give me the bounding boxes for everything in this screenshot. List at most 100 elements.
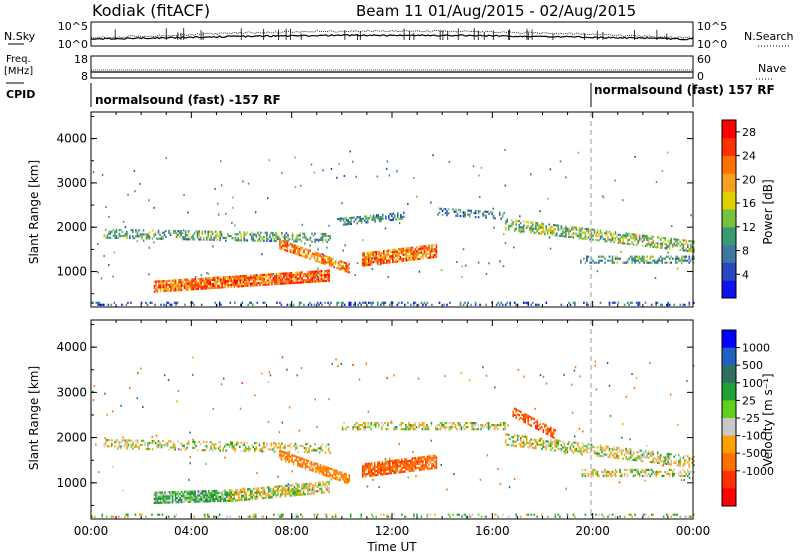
echo-cell bbox=[171, 491, 174, 494]
echo-cell bbox=[357, 303, 359, 306]
echo-cell bbox=[574, 441, 576, 444]
echo-cell bbox=[530, 418, 533, 421]
echo-cell bbox=[250, 498, 252, 501]
echo-cell bbox=[212, 491, 214, 495]
echo-cell bbox=[435, 458, 438, 461]
echo-cell bbox=[169, 440, 172, 443]
echo-cell bbox=[178, 230, 181, 233]
echo-cell bbox=[206, 496, 208, 499]
echo-cell bbox=[378, 463, 381, 466]
echo-cell bbox=[100, 277, 103, 280]
echo-cell bbox=[184, 232, 187, 235]
echo-cell bbox=[220, 160, 222, 163]
echo-cell bbox=[171, 497, 174, 500]
echo-cell bbox=[608, 470, 611, 473]
echo-cell bbox=[598, 474, 600, 478]
echo-cell bbox=[571, 226, 573, 229]
echo-cell bbox=[637, 303, 639, 306]
echo-cell bbox=[302, 275, 305, 278]
echo-cell bbox=[598, 259, 600, 262]
echo-cell bbox=[288, 406, 291, 409]
echo-cell bbox=[662, 474, 665, 478]
echo-cell bbox=[272, 487, 275, 491]
echo-cell bbox=[199, 442, 202, 446]
echo-cell bbox=[512, 444, 514, 447]
echo-cell bbox=[650, 255, 653, 258]
echo-cell bbox=[354, 218, 357, 221]
echo-cell bbox=[114, 234, 116, 237]
echo-cell bbox=[434, 456, 436, 459]
echo-cell bbox=[599, 235, 602, 238]
echo-cell bbox=[212, 408, 214, 410]
echo-cell bbox=[229, 495, 231, 499]
echo-cell bbox=[177, 495, 180, 498]
echo-cell bbox=[497, 301, 499, 304]
echo-cell bbox=[357, 220, 360, 223]
echo-cell bbox=[659, 454, 662, 457]
echo-cell bbox=[224, 499, 226, 502]
echo-cell bbox=[536, 224, 539, 227]
echo-cell bbox=[386, 160, 389, 163]
echo-cell bbox=[286, 280, 288, 283]
echo-cell bbox=[188, 478, 190, 481]
echo-cell bbox=[444, 212, 447, 215]
freq-scale-top: 18 bbox=[74, 53, 88, 66]
echo-cell bbox=[294, 246, 296, 249]
echo-cell bbox=[298, 489, 300, 492]
echo-cell bbox=[293, 277, 296, 280]
echo-cell bbox=[432, 256, 435, 259]
echo-cell bbox=[238, 493, 240, 496]
echo-cell bbox=[522, 230, 525, 233]
echo-cell bbox=[314, 238, 316, 241]
echo-cell bbox=[367, 259, 370, 262]
echo-cell bbox=[673, 513, 675, 516]
echo-cell bbox=[470, 515, 472, 518]
echo-cell bbox=[635, 376, 638, 379]
power-y-axis-label: Slant Range [km] bbox=[27, 160, 41, 264]
echo-cell bbox=[656, 244, 659, 247]
echo-cell bbox=[622, 423, 624, 426]
echo-cell bbox=[180, 490, 183, 493]
echo-cell bbox=[308, 238, 310, 241]
echo-cell bbox=[269, 488, 272, 491]
echo-cell bbox=[320, 491, 323, 494]
echo-cell bbox=[281, 485, 284, 488]
echo-cell bbox=[236, 283, 239, 286]
echo-cell bbox=[613, 472, 615, 476]
echo-cell bbox=[418, 422, 421, 425]
echo-cell bbox=[661, 303, 663, 306]
echo-cell bbox=[679, 458, 682, 461]
echo-cell bbox=[291, 236, 294, 239]
echo-cell bbox=[572, 513, 575, 516]
echo-cell bbox=[432, 250, 435, 253]
echo-cell bbox=[667, 255, 669, 258]
echo-cell bbox=[160, 235, 163, 238]
echo-cell bbox=[518, 220, 520, 223]
echo-cell bbox=[219, 282, 222, 285]
echo-cell bbox=[295, 515, 298, 518]
echo-cell bbox=[240, 233, 243, 236]
echo-cell bbox=[414, 457, 417, 460]
echo-cell bbox=[274, 493, 276, 497]
echo-cell bbox=[189, 496, 192, 499]
echo-cell bbox=[364, 258, 367, 261]
echo-cell bbox=[529, 227, 531, 230]
echo-cell bbox=[613, 446, 615, 449]
echo-cell bbox=[550, 442, 552, 445]
echo-cell bbox=[370, 422, 372, 425]
echo-cell bbox=[166, 444, 169, 447]
echo-cell bbox=[370, 472, 373, 475]
echo-cell bbox=[677, 462, 680, 465]
echo-cell bbox=[396, 250, 399, 253]
echo-cell bbox=[322, 280, 324, 283]
echo-cell bbox=[272, 281, 275, 284]
echo-cell bbox=[320, 487, 323, 490]
echo-cell bbox=[611, 474, 614, 478]
echo-cell bbox=[168, 497, 171, 500]
echo-cell bbox=[664, 462, 666, 465]
echo-cell bbox=[291, 234, 294, 237]
echo-cell bbox=[277, 513, 280, 516]
echo-cell bbox=[201, 449, 203, 452]
echo-cell bbox=[255, 442, 258, 445]
echo-cell bbox=[278, 485, 281, 488]
